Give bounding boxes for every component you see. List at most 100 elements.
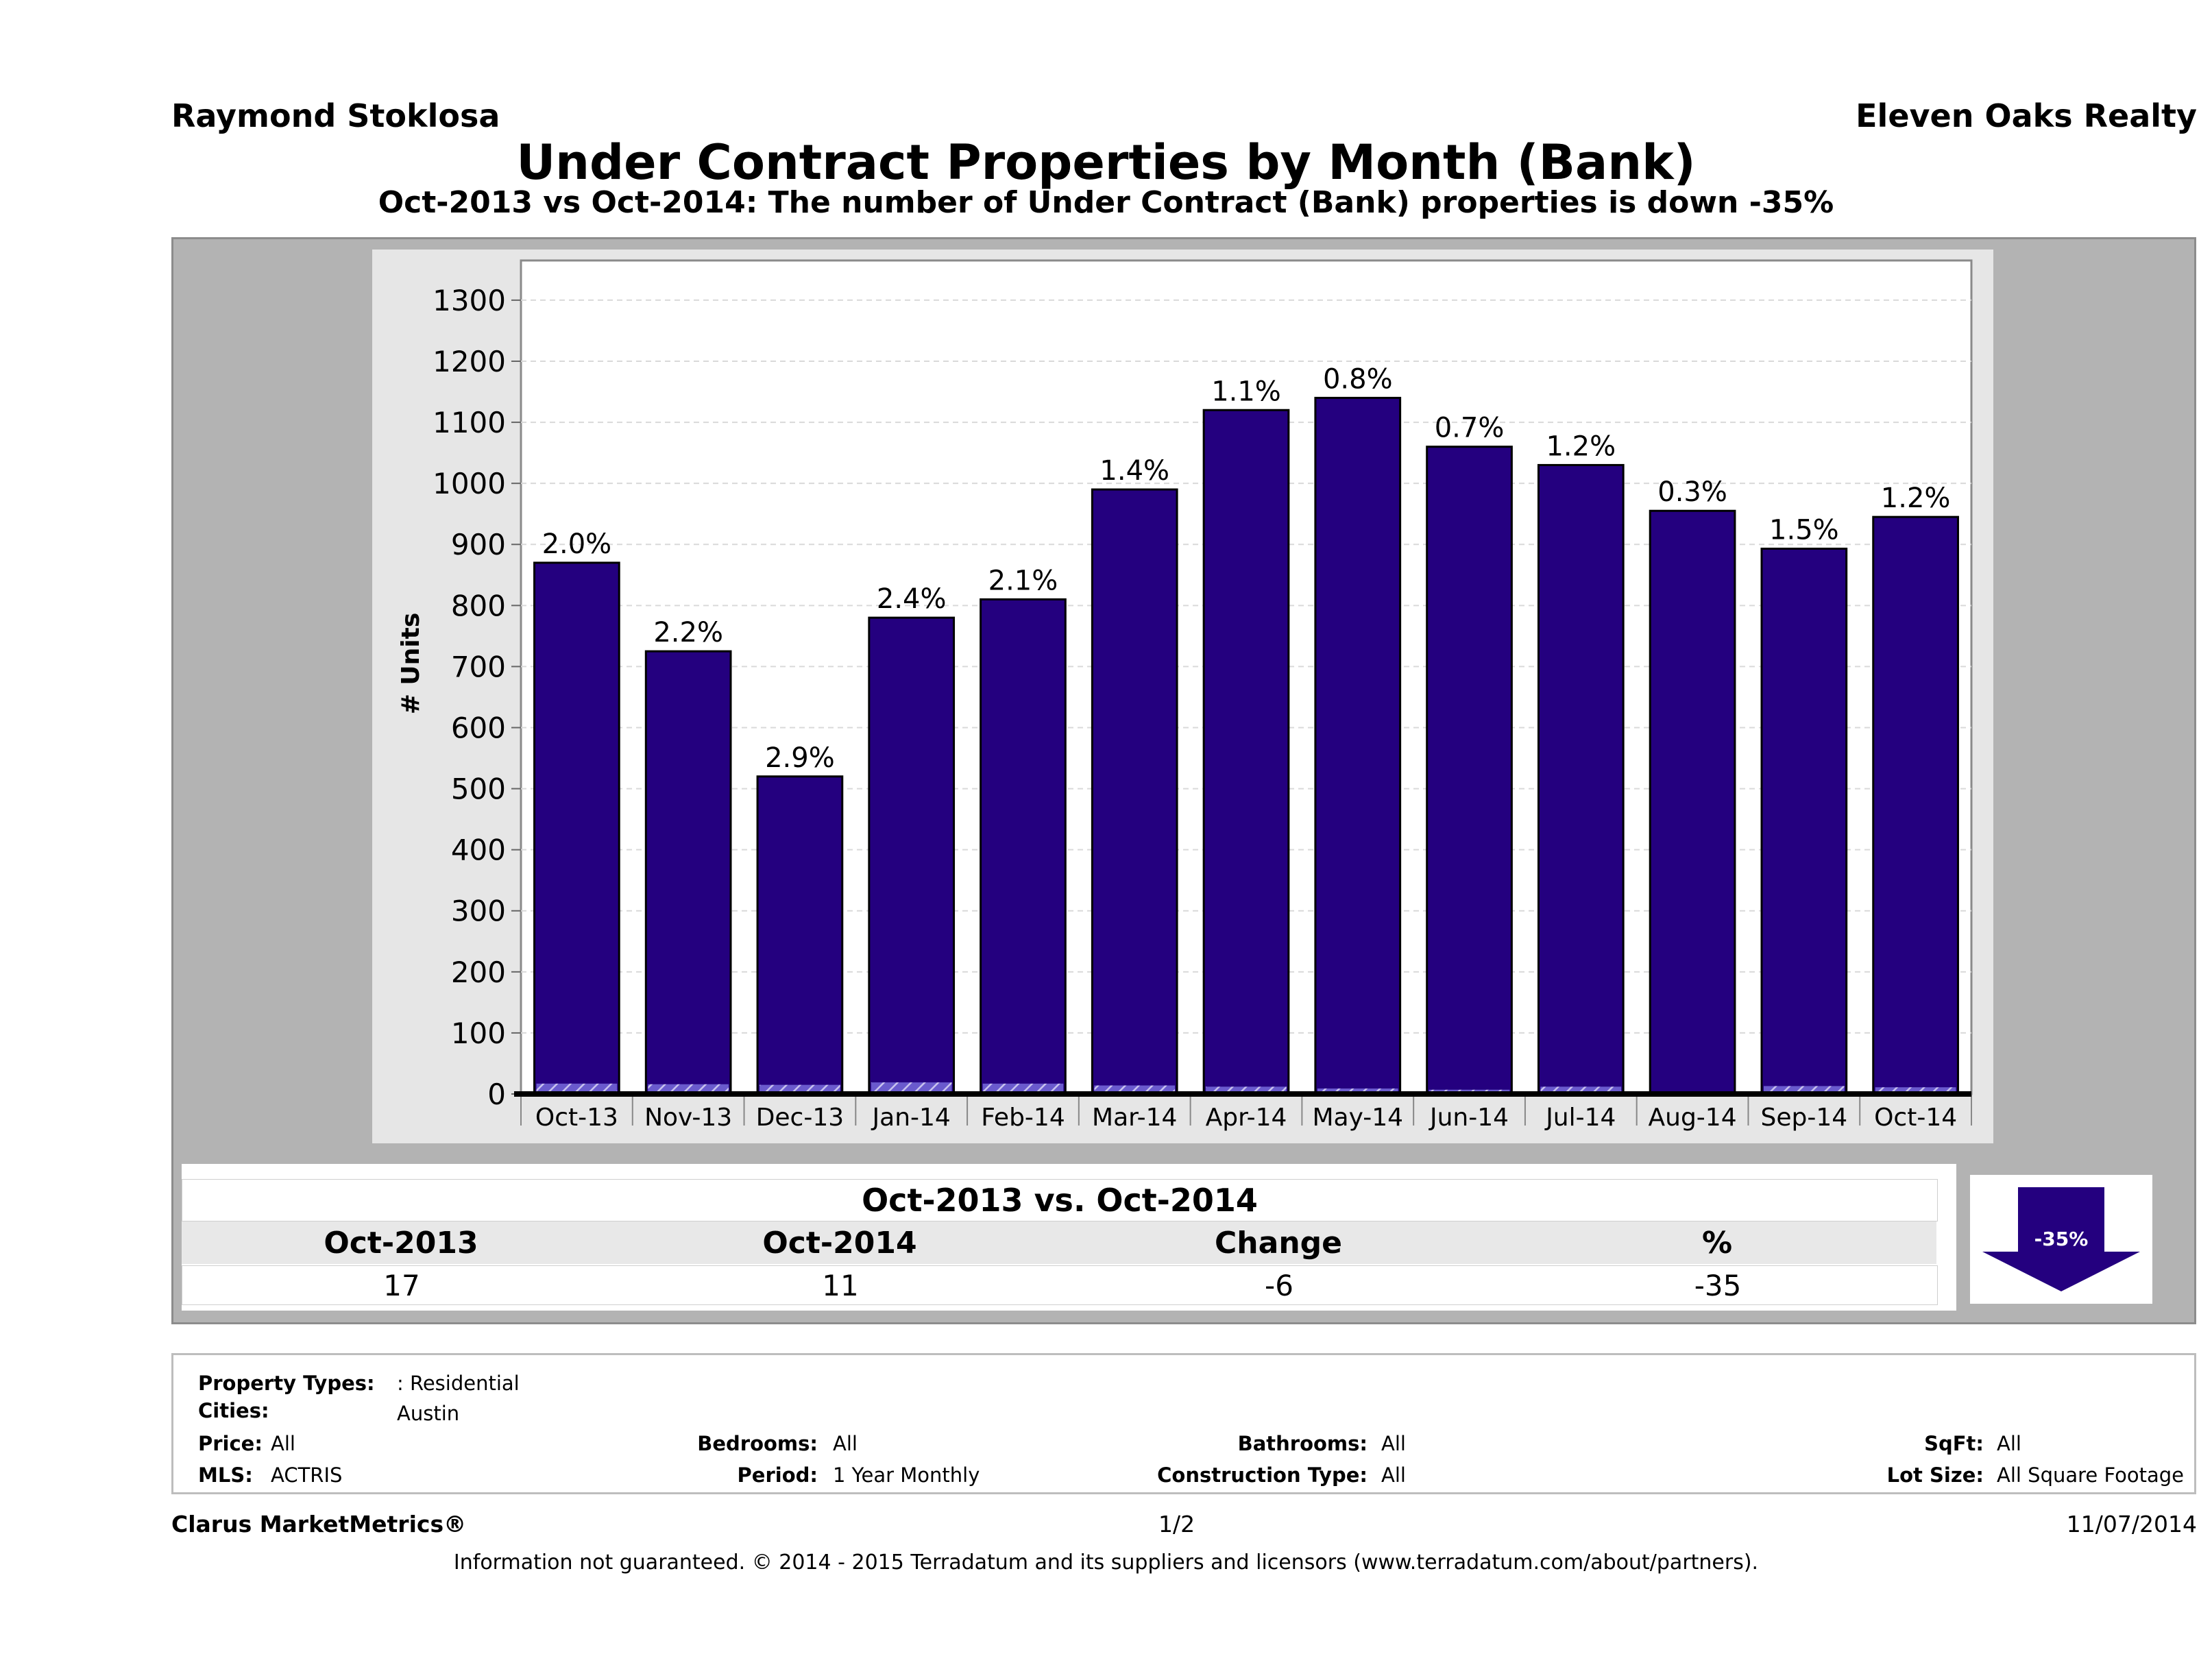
bar-chart: 0 100 200 300 400 500 600 700 800 900 1000 1100 1200… [397,259,1973,1132]
stats-header-row: Oct-2013 Oct-2014 Change % [182,1221,1936,1264]
disclaimer: Information not guaranteed. © 2014 - 201… [453,1551,1759,1574]
bathrooms-value: All [1381,1432,1406,1455]
bar [1760,547,1848,1095]
x-tick-label: Jun-14 [1429,1104,1509,1132]
y-tick-label: 1000 [433,467,506,500]
period-value: 1 Year Monthly [833,1463,980,1487]
bar-value-label: 0.7% [1435,413,1505,444]
x-tick-label: Oct-13 [535,1104,618,1132]
stats-value-row: 17 11 -6 -35 [182,1265,1938,1305]
stats-panel: Oct-2013 vs. Oct-2014 Oct-2013 Oct-2014 … [182,1164,1956,1311]
bar [868,616,956,1095]
x-tick-label: Nov-13 [644,1104,732,1132]
bank-bar [1763,1086,1845,1094]
bank-bar [1206,1086,1287,1094]
bar-value-label: 2.4% [877,583,947,615]
y-tick-label: 500 [451,773,506,806]
stats-header-cell: Oct-2013 [324,1225,478,1261]
stats-header-cell: Change [1215,1225,1342,1261]
page-subtitle: Oct-2013 vs Oct-2014: The number of Unde… [378,185,1834,220]
x-tick-label: May-14 [1312,1104,1403,1132]
footer-brand: Clarus MarketMetrics® [171,1511,467,1537]
y-tick-label: 900 [451,528,506,561]
stats-title: Oct-2013 vs. Oct-2014 [182,1179,1938,1221]
page-number: 1/2 [1158,1511,1195,1537]
x-tick-label: Dec-13 [756,1104,844,1132]
bar [1426,446,1513,1095]
bank-bar [1317,1088,1398,1094]
x-tick-label: Jul-14 [1544,1104,1616,1132]
y-tick-label: 300 [451,895,506,928]
bar-value-label: 1.2% [1881,483,1951,514]
bar-value-label: 2.0% [542,528,612,560]
stats-title-text: Oct-2013 vs. Oct-2014 [862,1182,1258,1219]
report-date: 11/07/2014 [2066,1511,2197,1537]
bar-value-label: 2.2% [653,617,723,648]
y-tick-label: 0 [487,1078,506,1111]
y-tick-label: 1300 [433,284,506,317]
y-tick-label: 200 [451,956,506,989]
y-tick-label: 600 [451,711,506,744]
x-tick-label: Feb-14 [981,1104,1065,1132]
property-types-value: : Residential [397,1372,520,1395]
y-tick-label: 400 [451,834,506,867]
bar-value-label: 1.1% [1211,376,1281,407]
bank-bar [871,1082,952,1094]
agent-name: Raymond Stoklosa [171,97,500,134]
y-tick-label: 1100 [433,406,506,439]
lot-size-label: Lot Size: [1886,1463,1984,1487]
y-tick-label: 800 [451,589,506,622]
cities-value: Austin [397,1402,460,1425]
stats-header-cell: Oct-2014 [762,1225,917,1261]
x-tick-label: Apr-14 [1206,1104,1287,1132]
mls-label: MLS: [198,1463,253,1487]
bar-value-label: 1.2% [1546,430,1616,462]
stats-value-cell: -35 [1694,1268,1742,1302]
price-value: All [271,1432,295,1455]
y-tick-label: 700 [451,650,506,683]
x-tick-label: Sep-14 [1761,1104,1848,1132]
change-badge: -35% [1970,1175,2152,1304]
bar [1537,463,1625,1095]
construction-type-label: Construction Type: [1157,1463,1368,1487]
property-types-label: Property Types: [198,1372,375,1395]
y-tick-label: 100 [451,1017,506,1050]
bathrooms-label: Bathrooms: [1237,1432,1368,1455]
sqft-value: All [1997,1432,2021,1455]
x-tick-label: Aug-14 [1649,1104,1737,1132]
stats-value-cell: 11 [822,1268,859,1302]
chart-panel: 0 100 200 300 400 500 600 700 800 900 1000 1100 1200… [372,250,1993,1143]
stats-value-cell: -6 [1265,1268,1293,1302]
bar [980,598,1067,1095]
price-label: Price: [198,1432,263,1455]
y-tick-label: 1200 [433,345,506,378]
bar-value-label: 0.3% [1657,476,1727,508]
period-label: Period: [737,1463,818,1487]
bar [1649,509,1736,1095]
search-criteria: Property Types: : Residential Cities: Au… [171,1353,2196,1494]
bank-bar [1540,1086,1622,1094]
x-tick-label: Oct-14 [1874,1104,1957,1132]
x-tick-label: Mar-14 [1092,1104,1177,1132]
bar [1091,488,1178,1095]
bar-value-label: 2.1% [988,565,1058,596]
down-arrow-icon [1982,1187,2140,1291]
bedrooms-label: Bedrooms: [697,1432,818,1455]
construction-type-value: All [1381,1463,1406,1487]
bar [644,650,732,1095]
cities-label: Cities: [198,1399,269,1422]
y-axis-title: # Units [397,613,425,715]
x-tick-label: Jan-14 [871,1104,951,1132]
bedrooms-value: All [833,1432,858,1455]
bar [533,561,620,1095]
bar [1202,409,1290,1095]
bar [1872,515,1959,1095]
mls-value: ACTRIS [271,1463,343,1487]
brokerage-name: Eleven Oaks Realty [1856,97,2197,134]
bar-value-label: 2.9% [765,742,835,774]
bar-value-label: 1.4% [1099,455,1169,487]
bar-value-label: 0.8% [1323,363,1393,395]
change-badge-label: -35% [2034,1228,2089,1250]
sqft-label: SqFt: [1924,1432,1984,1455]
lot-size-value: All Square Footage [1997,1463,2185,1487]
